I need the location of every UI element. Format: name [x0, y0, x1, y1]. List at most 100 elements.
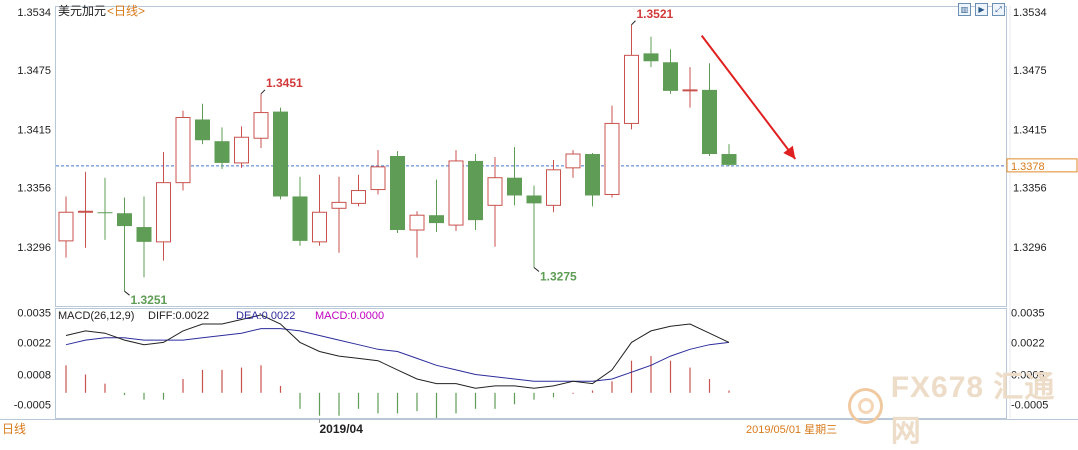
annotation-text: 1.3521: [637, 7, 674, 21]
trend-arrow: [700, 35, 797, 160]
candle-body: [682, 89, 698, 92]
candle-4: [136, 196, 152, 278]
candle-27: [585, 153, 600, 207]
candle-34: [721, 144, 737, 166]
current-price-value: 1.3378: [1011, 161, 1045, 173]
macd-diff-label: DIFF:0.0022: [148, 310, 209, 322]
price-tick-left-0: 1.3534: [17, 7, 51, 19]
current-price-tag: [1006, 158, 1078, 173]
candle-9: [234, 126, 249, 168]
macd-tick-right-3: -0.0005: [1011, 399, 1048, 411]
macd-tick-left-0: 0.0035: [17, 308, 51, 320]
candle-body: [253, 112, 269, 139]
annotation-text: 1.3451: [266, 76, 303, 90]
price-tick-right-4: 1.3296: [1013, 242, 1047, 254]
price-tick-right-0: 1.3534: [1013, 7, 1047, 19]
candle-body: [663, 62, 678, 91]
price-annotation-1: 1.3451: [260, 76, 303, 95]
candle-body: [214, 141, 230, 163]
candle-3: [117, 197, 132, 292]
candle-body: [448, 160, 464, 226]
annotation-leader: [124, 290, 130, 296]
candle-body: [175, 117, 191, 184]
candle-body: [429, 215, 444, 224]
candle-10: [253, 93, 269, 149]
annotation-text: 1.3275: [540, 270, 577, 284]
candle-28: [604, 105, 620, 198]
candle-body: [292, 196, 308, 241]
zoom-icon[interactable]: ⤢: [992, 3, 1005, 16]
candle-2: [97, 177, 113, 240]
macd-axis-right: 0.0035 0.0022 0.0008 -0.0005: [1011, 308, 1048, 412]
macd-tick-right-1: 0.0022: [1011, 337, 1045, 349]
macd-value-label: MACD:0.0000: [315, 310, 384, 322]
candle-32: [682, 67, 698, 108]
price-annotations: 1.3521 1.3451 1.3275 1.3251: [124, 7, 674, 307]
macd-tick-right-2: 0.0008: [1011, 369, 1045, 381]
candle-body: [331, 201, 347, 209]
candle-body: [507, 177, 522, 196]
instrument-name: 美元加元: [58, 4, 106, 18]
candle-body: [526, 195, 542, 204]
candle-14: [331, 176, 347, 253]
month-label: 2019/04: [320, 422, 364, 436]
candle-body: [702, 89, 717, 155]
dea-line: [65, 328, 730, 382]
candle-30: [643, 36, 659, 68]
price-tick-right-3: 1.3356: [1013, 183, 1047, 195]
chart-toggle-icon[interactable]: ▥: [958, 3, 971, 16]
candle-body: [78, 210, 93, 213]
macd-tick-left-1: 0.0022: [17, 337, 51, 349]
chart-frame: [0, 6, 1078, 420]
candles[interactable]: [58, 24, 737, 292]
x-axis: 日线 2019/04 2019/05/01 星期三: [2, 419, 837, 436]
candle-7: [195, 103, 210, 145]
candle-body: [546, 169, 561, 206]
candle-33: [702, 63, 717, 156]
candle-body: [390, 156, 405, 231]
macd-legend: MACD(26,12,9) DIFF:0.0022 DEA:0.0022 MAC…: [58, 310, 384, 322]
candle-31: [663, 49, 678, 94]
candle-body: [585, 154, 600, 196]
candle-8: [214, 127, 230, 169]
annotation-leader: [260, 89, 266, 95]
candle-body: [370, 166, 386, 191]
watermark-text: FX678 汇通网: [890, 371, 1056, 448]
price-axis-right: 1.3534 1.3475 1.3415 1.3356 1.3296: [1013, 7, 1047, 254]
candle-0: [58, 196, 74, 258]
candle-body: [565, 153, 581, 169]
candle-body: [409, 214, 425, 231]
macd-histogram: [65, 356, 730, 418]
candle-18: [409, 211, 425, 258]
candle-body: [156, 182, 171, 243]
candle-5: [156, 152, 171, 261]
candle-body: [136, 227, 152, 242]
candle-17: [390, 151, 405, 233]
watermark: FX678 汇通网: [848, 371, 1078, 448]
candle-body: [312, 211, 327, 243]
candle-11: [273, 107, 288, 200]
candle-24: [526, 185, 542, 268]
candle-16: [370, 150, 386, 195]
price-tick-left-2: 1.3415: [17, 124, 51, 136]
watermark-logo-icon: [848, 388, 883, 424]
price-axis: 1.3534 1.3475 1.3415 1.3356 1.3296: [17, 7, 51, 254]
macd-lines: [65, 314, 730, 389]
period-tab[interactable]: 日线: [2, 422, 26, 436]
candle-body: [117, 213, 132, 227]
candle-body: [97, 212, 113, 214]
candle-23: [507, 147, 522, 206]
annotation-text: 1.3251: [131, 293, 168, 307]
macd-tick-right-0: 0.0035: [1011, 308, 1045, 320]
candle-29: [624, 24, 639, 130]
candle-12: [292, 176, 308, 246]
chart-title: 美元加元 <日线>: [58, 4, 145, 18]
candle-26: [565, 150, 581, 178]
current-price-line: 1.3378: [56, 158, 1078, 173]
price-tick-left-4: 1.3296: [17, 242, 51, 254]
step-forward-icon[interactable]: ▶: [975, 3, 988, 16]
price-tick-right-1: 1.3475: [1013, 65, 1047, 77]
macd-axis: 0.0035 0.0022 0.0008 -0.0005: [14, 308, 51, 412]
candle-body: [604, 122, 620, 195]
